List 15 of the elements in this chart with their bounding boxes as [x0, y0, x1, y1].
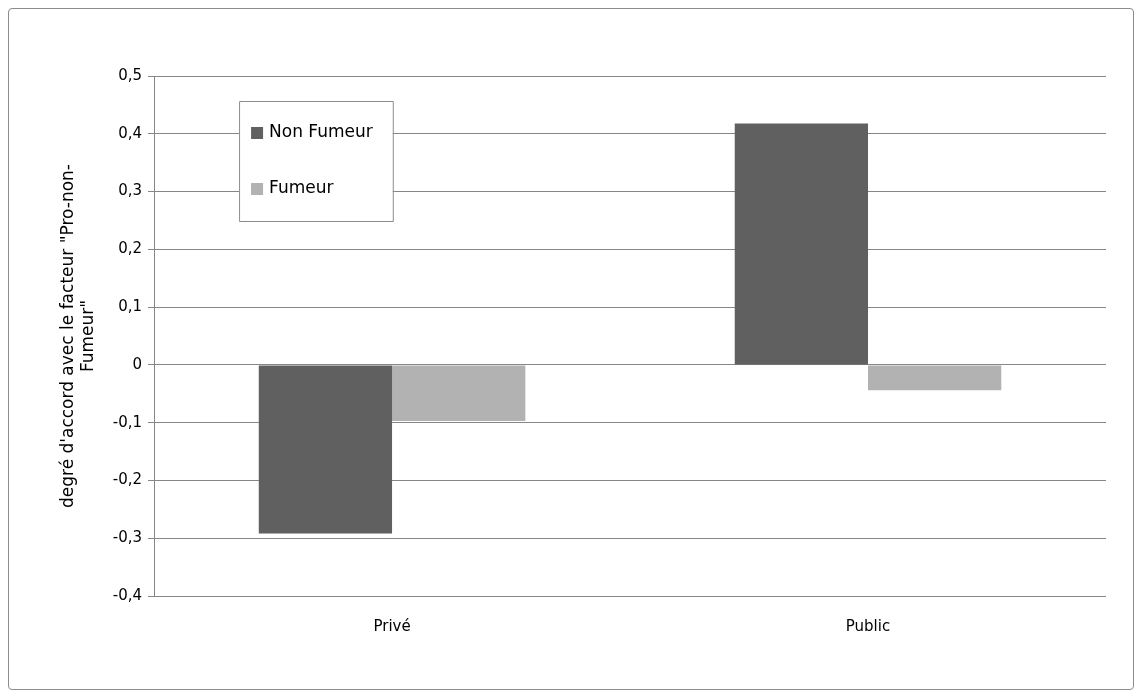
legend-label: Fumeur	[269, 177, 334, 198]
y-tick-label: 0,2	[118, 239, 143, 258]
x-tick-label: Public	[845, 616, 891, 635]
y-tick-label: 0	[132, 354, 143, 373]
y-tick-label: 0,4	[118, 123, 143, 142]
legend-label: Non Fumeur	[269, 121, 373, 142]
y-tick-label: -0,4	[112, 585, 143, 604]
y-tick-label: 0,3	[118, 181, 143, 200]
y-tick-label: -0,2	[112, 470, 143, 489]
y-tick-label: -0,1	[112, 412, 143, 431]
y-tick-label: 0,1	[118, 297, 143, 315]
y-axis-title: degré d'accord avec le facteur "Pro-non-Fumeur"	[56, 163, 98, 509]
y-tick-label: -0,3	[112, 528, 143, 547]
y-tick-label: 0,5	[118, 65, 143, 84]
x-tick-label: Privé	[373, 616, 411, 635]
